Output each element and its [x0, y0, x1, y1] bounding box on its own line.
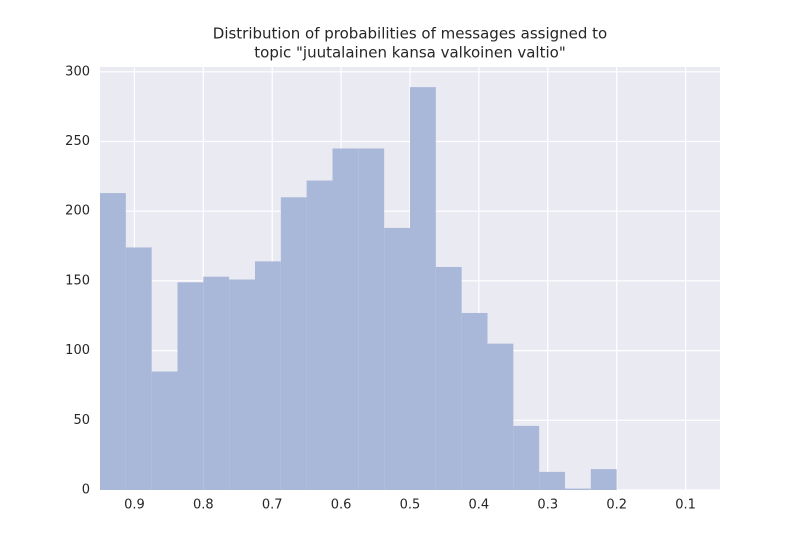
y-tick-label: 50 [73, 413, 90, 428]
bar [410, 87, 436, 491]
bar [487, 343, 514, 490]
bar [435, 266, 462, 490]
bar [100, 193, 126, 490]
y-tick-label: 0 [82, 483, 90, 498]
bar [177, 282, 204, 490]
x-tick-label: 0.5 [400, 498, 421, 513]
bar [255, 261, 281, 490]
y-tick-label: 100 [65, 343, 90, 358]
bar [332, 148, 359, 490]
bar [539, 471, 565, 490]
x-tick-label: 0.3 [537, 498, 558, 513]
bar [565, 488, 591, 490]
x-tick-label: 0.9 [124, 498, 145, 513]
bar [151, 371, 178, 490]
y-tick-label: 200 [65, 204, 90, 219]
bar [280, 197, 307, 491]
bar [203, 276, 230, 490]
bar [590, 469, 617, 490]
x-tick-label: 0.7 [262, 498, 283, 513]
bar [384, 227, 410, 490]
chart-title: topic "juutalainen kansa valkoinen valti… [254, 44, 565, 62]
x-tick-label: 0.8 [193, 498, 214, 513]
bars [100, 87, 617, 491]
bar [125, 247, 152, 490]
bar [461, 312, 488, 490]
x-tick-label: 0.6 [331, 498, 352, 513]
x-tick-label: 0.1 [675, 498, 696, 513]
y-tick-label: 150 [65, 273, 90, 288]
bar [513, 425, 540, 490]
x-tick-label: 0.4 [469, 498, 490, 513]
bar [358, 148, 385, 490]
chart-title: Distribution of probabilities of message… [213, 25, 607, 43]
bar [229, 279, 255, 490]
x-tick-label: 0.2 [606, 498, 627, 513]
y-tick-label: 250 [65, 134, 90, 149]
bar [306, 180, 333, 490]
y-tick-label: 300 [65, 64, 90, 79]
